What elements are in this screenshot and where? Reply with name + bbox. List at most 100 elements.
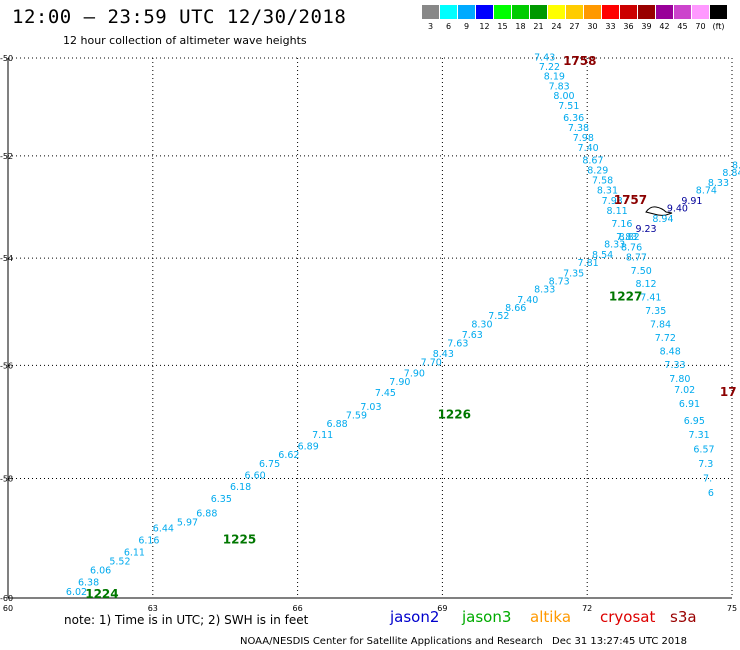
satellite-name: altika — [530, 608, 572, 626]
legend-swatch — [674, 5, 691, 19]
legend-swatch — [512, 5, 529, 19]
swh-value: 7.72 — [655, 333, 676, 344]
swh-value: 7.84 — [650, 319, 671, 330]
swh-value: 8.19 — [544, 72, 565, 83]
legend-swatch — [494, 5, 511, 19]
swh-value: 8.33 — [708, 178, 729, 189]
swh-value: 7.98 — [573, 133, 594, 144]
swh-value: 8.12 — [635, 279, 656, 290]
lat-tick-label: -58 — [0, 474, 13, 483]
swh-value: 8.67 — [582, 155, 603, 166]
swh-value: 5.52 — [109, 556, 130, 567]
swh-value: 6.02 — [66, 587, 87, 598]
swh-value: 7.52 — [488, 311, 509, 322]
legend-swatch — [440, 5, 457, 19]
pass-time-label: 1226 — [438, 407, 471, 421]
legend-swatch — [710, 5, 727, 19]
island-coastline — [645, 206, 673, 216]
lon-tick-label: 69 — [437, 604, 447, 613]
swh-value: 7.58 — [592, 175, 613, 186]
pass-time-label: 1758 — [563, 54, 596, 68]
swh-value: 8.00 — [553, 91, 574, 102]
s3a-track: 7.437.228.197.838.007.516.367.387.987.40… — [534, 52, 714, 499]
timestamp-text: Dec 31 13:27:45 UTC 2018 — [552, 636, 687, 647]
swh-value: 7.33 — [664, 360, 685, 371]
swh-value: 8.76 — [621, 242, 642, 253]
swh-value: 6.44 — [153, 523, 174, 534]
legend-swatch-label: 42 — [659, 22, 670, 31]
pass-time-label: 1757 — [614, 193, 647, 207]
legend-swatch-label: 36 — [623, 22, 634, 31]
swh-value: 8.30 — [471, 319, 492, 330]
lat-tick-label: -50 — [0, 54, 13, 63]
swh-value: 6.11 — [124, 547, 145, 558]
swh-value: 7.59 — [346, 410, 367, 421]
swh-value: 6.75 — [259, 459, 280, 470]
lat-tick-label: -54 — [0, 254, 13, 263]
lat-tick-label: -60 — [0, 594, 13, 603]
legend-swatch-label: 12 — [479, 22, 490, 31]
legend-swatch — [458, 5, 475, 19]
swh-value: 8.84 — [722, 168, 740, 179]
pass-labels: 1224 1225 1226 1227 1758 1757 17 — [85, 54, 736, 601]
island-shape — [645, 206, 673, 216]
legend-swatch — [638, 5, 655, 19]
legend-swatch-label: 24 — [551, 22, 562, 31]
swh-value: 6.18 — [230, 482, 251, 493]
legend-swatch-label: 33 — [605, 22, 616, 31]
swh-value: 6.57 — [693, 444, 714, 455]
swh-value: 7.11 — [312, 430, 333, 441]
swh-value: 6.60 — [245, 470, 266, 481]
footer-note: note: 1) Time is in UTC; 2) SWH is in fe… — [64, 613, 309, 627]
lon-tick-label: 66 — [293, 604, 303, 613]
swh-value: 6.35 — [211, 494, 232, 505]
swh-value: 8.77 — [626, 253, 647, 264]
swh-value: 8.43 — [433, 349, 454, 360]
color-scale-legend: 3 6 9 12 15 18 21 24 27 30 33 36 39 42 45 70 (ft) — [422, 5, 728, 35]
legend-swatch — [656, 5, 673, 19]
pass-time-label: 17 — [720, 385, 737, 399]
swh-value: 7.02 — [674, 385, 695, 396]
swh-value: 7.22 — [539, 62, 560, 73]
page-subtitle: 12 hour collection of altimeter wave hei… — [63, 34, 307, 47]
pass-time-label: 1224 — [85, 587, 118, 601]
swh-value: 8.48 — [660, 346, 681, 357]
jason3-track: 6.026.386.065.526.116.166.445.976.886.35… — [66, 160, 740, 598]
swh-value: 7.3 — [698, 459, 713, 470]
swh-value: 7.81 — [578, 258, 599, 269]
swh-value: 7.50 — [631, 266, 652, 277]
swh-value: 5.97 — [177, 517, 198, 528]
legend-swatch-label: 45 — [677, 22, 688, 31]
swh-value: 6.38 — [78, 578, 99, 589]
swh-value: 8.11 — [607, 206, 628, 217]
lat-tick-label: -52 — [0, 152, 13, 161]
legend-swatch-label: 6 — [445, 22, 452, 31]
swh-value: 7.63 — [447, 338, 468, 349]
satellite-name: jason2 — [390, 608, 440, 626]
legend-swatch-label: 39 — [641, 22, 652, 31]
swh-value: 7.41 — [640, 292, 661, 303]
pass-time-label: 1225 — [223, 532, 256, 546]
swh-value: 7.93 — [602, 196, 623, 207]
legend-swatch — [548, 5, 565, 19]
swh-value: 8.74 — [696, 186, 717, 197]
swh-value: 7.63 — [462, 330, 483, 341]
lon-tick-label: 60 — [3, 604, 13, 613]
swh-value: 8.73 — [549, 276, 570, 287]
legend-swatch-label: 18 — [515, 22, 526, 31]
lon-tick-label: 63 — [148, 604, 158, 613]
swh-value: 9.40 — [667, 203, 688, 214]
swh-value: 7.80 — [669, 374, 690, 385]
satellite-name: cryosat — [600, 608, 656, 626]
satellite-name: jason3 — [462, 608, 512, 626]
swh-value: 7.16 — [611, 219, 632, 230]
legend-swatch-label: 15 — [497, 22, 508, 31]
legend-swatch — [530, 5, 547, 19]
legend-swatch-label: (ft) — [712, 22, 725, 31]
lon-tick-label: 72 — [582, 604, 592, 613]
swh-value: 8.94 — [652, 214, 673, 225]
swh-value: 7.40 — [517, 295, 538, 306]
legend-swatch-label: 3 — [427, 22, 434, 31]
swh-value: 7.31 — [689, 430, 710, 441]
swh-value: 9.91 — [681, 196, 702, 207]
